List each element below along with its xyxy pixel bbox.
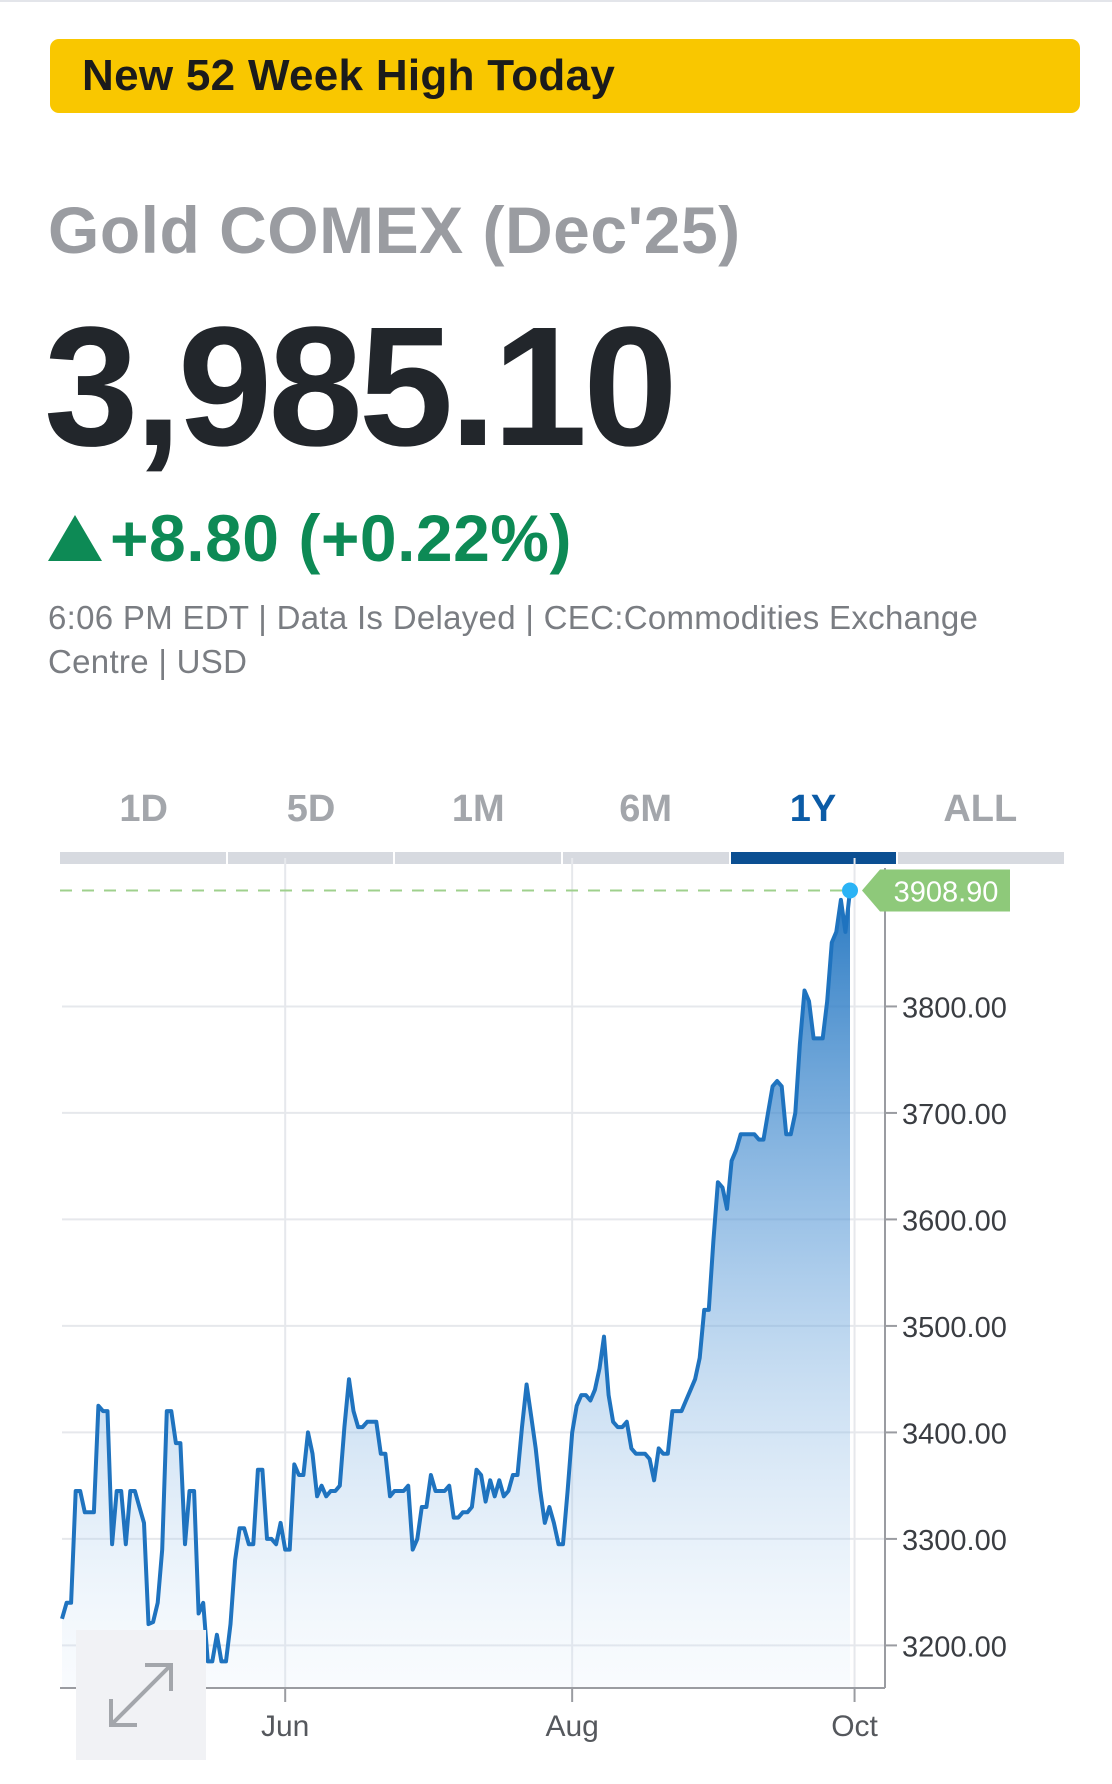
banner-text: New 52 Week High Today	[82, 51, 616, 100]
chart-area-layer	[60, 882, 858, 1688]
tab-indicator-segment	[227, 852, 394, 864]
change-value: +8.80 (+0.22%)	[110, 501, 572, 575]
chart-labels: 3200.00 3300.00 3400.00 3500.00 3600.00 3700.…	[261, 869, 1010, 1743]
tab-5d[interactable]: 5D	[286, 788, 336, 830]
tab-all[interactable]: ALL	[943, 788, 1018, 830]
tab-indicator-segment	[395, 852, 562, 864]
instrument-title: Gold COMEX (Dec'25)	[48, 193, 741, 267]
top-divider	[0, 0, 1112, 2]
range-tabs: 1D 5D 1M 6M 1Y ALL	[60, 788, 1064, 838]
price-area-fill	[62, 890, 850, 1688]
up-triangle-icon	[48, 515, 102, 561]
last-value-label: 3908.90	[894, 876, 999, 908]
y-tick-label: 3800.00	[902, 992, 1007, 1024]
price-change: +8.80 (+0.22%)	[48, 500, 572, 576]
y-tick-label: 3400.00	[902, 1418, 1007, 1450]
expand-chart-button[interactable]	[76, 1630, 206, 1760]
last-price: 3,985.10	[44, 292, 678, 482]
tab-indicator-segment	[563, 852, 729, 864]
y-tick-label: 3600.00	[902, 1205, 1007, 1237]
expand-arrows-icon	[109, 1663, 173, 1727]
y-tick-label: 3700.00	[902, 1099, 1007, 1131]
quote-meta: 6:06 PM EDT | Data Is Delayed | CEC:Comm…	[48, 599, 979, 680]
y-tick-label: 3300.00	[902, 1525, 1007, 1557]
y-tick-label: 3200.00	[902, 1631, 1007, 1663]
x-tick-label: Aug	[545, 1710, 598, 1743]
tab-1y[interactable]: 1Y	[789, 788, 837, 830]
tab-6m[interactable]: 6M	[619, 788, 673, 830]
price-series-line	[60, 890, 852, 1664]
tab-1m[interactable]: 1M	[451, 788, 505, 830]
last-value-tag	[862, 869, 1010, 912]
tab-indicator-segment	[60, 852, 226, 864]
x-tick-label: Oct	[831, 1710, 878, 1743]
last-value-dot	[842, 882, 858, 899]
x-tick-label: Jun	[261, 1710, 309, 1743]
tab-indicator-segment	[898, 852, 1065, 864]
tab-1d[interactable]: 1D	[119, 788, 168, 830]
y-tick-label: 3500.00	[902, 1312, 1007, 1344]
new-high-banner: New 52 Week High Today	[50, 39, 1080, 113]
